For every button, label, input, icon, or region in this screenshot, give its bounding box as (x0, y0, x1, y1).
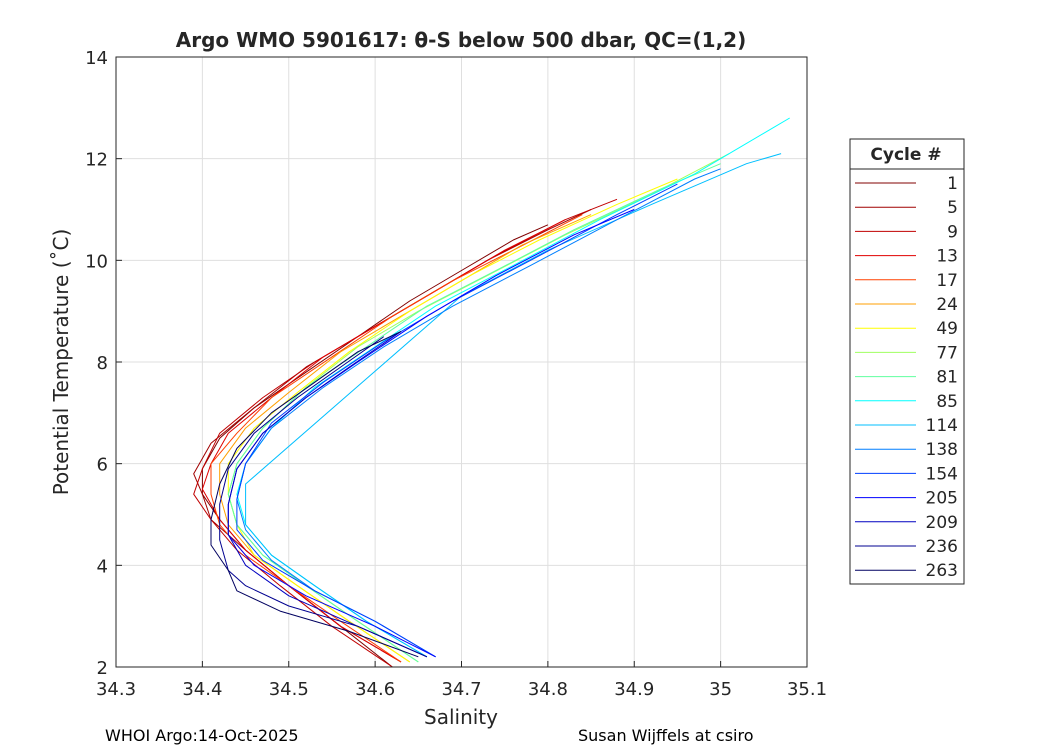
legend-label: 1 (947, 174, 958, 194)
legend-label: 236 (926, 537, 958, 557)
series-line-cycle-154 (236, 183, 678, 658)
x-tick-label: 35.1 (787, 679, 827, 700)
series-line-cycle-236 (219, 336, 428, 658)
series-lines (193, 117, 790, 668)
legend-label: 85 (936, 392, 958, 412)
series-line-cycle-138 (236, 168, 721, 658)
x-tick-label: 34.6 (355, 679, 395, 700)
series-line-cycle-49 (227, 178, 678, 663)
legend-label: 77 (936, 343, 958, 363)
legend-label: 263 (926, 561, 958, 581)
series-line-cycle-81 (227, 163, 721, 663)
legend-label: 154 (926, 464, 958, 484)
series-line-cycle-5 (193, 209, 592, 663)
legend-label: 81 (936, 368, 958, 388)
x-tick-label: 34.7 (441, 679, 481, 700)
y-tick-label: 6 (97, 455, 108, 476)
x-axis-label: Salinity (424, 705, 498, 729)
y-tick-label: 14 (85, 48, 108, 69)
legend-label: 5 (947, 198, 958, 218)
x-tick-label: 34.8 (528, 679, 568, 700)
chart-title: Argo WMO 5901617: θ-S below 500 dbar, QC… (176, 28, 746, 52)
legend-label: 13 (936, 247, 958, 267)
legend-label: 17 (936, 271, 958, 291)
legend: Cycle # 1 5 9 13 17 24 49 77 81 85 114 138 154 205 209… (849, 138, 965, 585)
legend-box (849, 138, 965, 585)
legend-label: 209 (926, 513, 958, 533)
y-tick-label: 4 (97, 556, 108, 577)
series-line-cycle-24 (219, 214, 592, 663)
legend-label: 49 (936, 319, 958, 339)
grid-lines (115, 56, 808, 668)
x-tick-label: 34.4 (182, 679, 222, 700)
series-line-cycle-263 (210, 331, 419, 658)
series-line-cycle-17 (210, 214, 583, 663)
series-line-cycle-77 (227, 153, 730, 663)
legend-label: 138 (926, 440, 958, 460)
y-tick-label: 2 (97, 658, 108, 679)
legend-label: 24 (936, 295, 958, 315)
footer-credit-left: WHOI Argo:14-Oct-2025 (105, 726, 299, 745)
y-tick-label: 10 (85, 251, 108, 272)
series-line-cycle-114 (245, 153, 782, 658)
y-tick-label: 12 (85, 150, 108, 171)
x-tick-label: 35 (709, 679, 732, 700)
x-tick-label: 34.5 (269, 679, 309, 700)
legend-label: 9 (947, 222, 958, 242)
x-tick-labels: 34.3 34.4 34.5 34.6 34.7 34.8 34.9 35 35.1 (96, 679, 827, 700)
plot-frame (115, 56, 808, 668)
legend-label: 114 (926, 416, 958, 436)
x-tick-label: 34.3 (96, 679, 136, 700)
legend-label: 205 (926, 489, 958, 509)
series-line-cycle-209 (227, 331, 428, 658)
footer-credit-right: Susan Wijffels at csiro (578, 726, 754, 745)
y-tick-label: 8 (97, 353, 108, 374)
legend-entries: 1 5 9 13 17 24 49 77 81 85 114 138 154 205 209 236 263 (855, 174, 958, 581)
x-tick-label: 34.9 (614, 679, 654, 700)
y-axis-label: Potential Temperature (˚C) (49, 229, 73, 496)
legend-title: Cycle # (870, 145, 941, 165)
series-line-cycle-9 (193, 198, 618, 668)
y-tick-labels: 2 4 6 8 10 12 14 (85, 48, 108, 679)
